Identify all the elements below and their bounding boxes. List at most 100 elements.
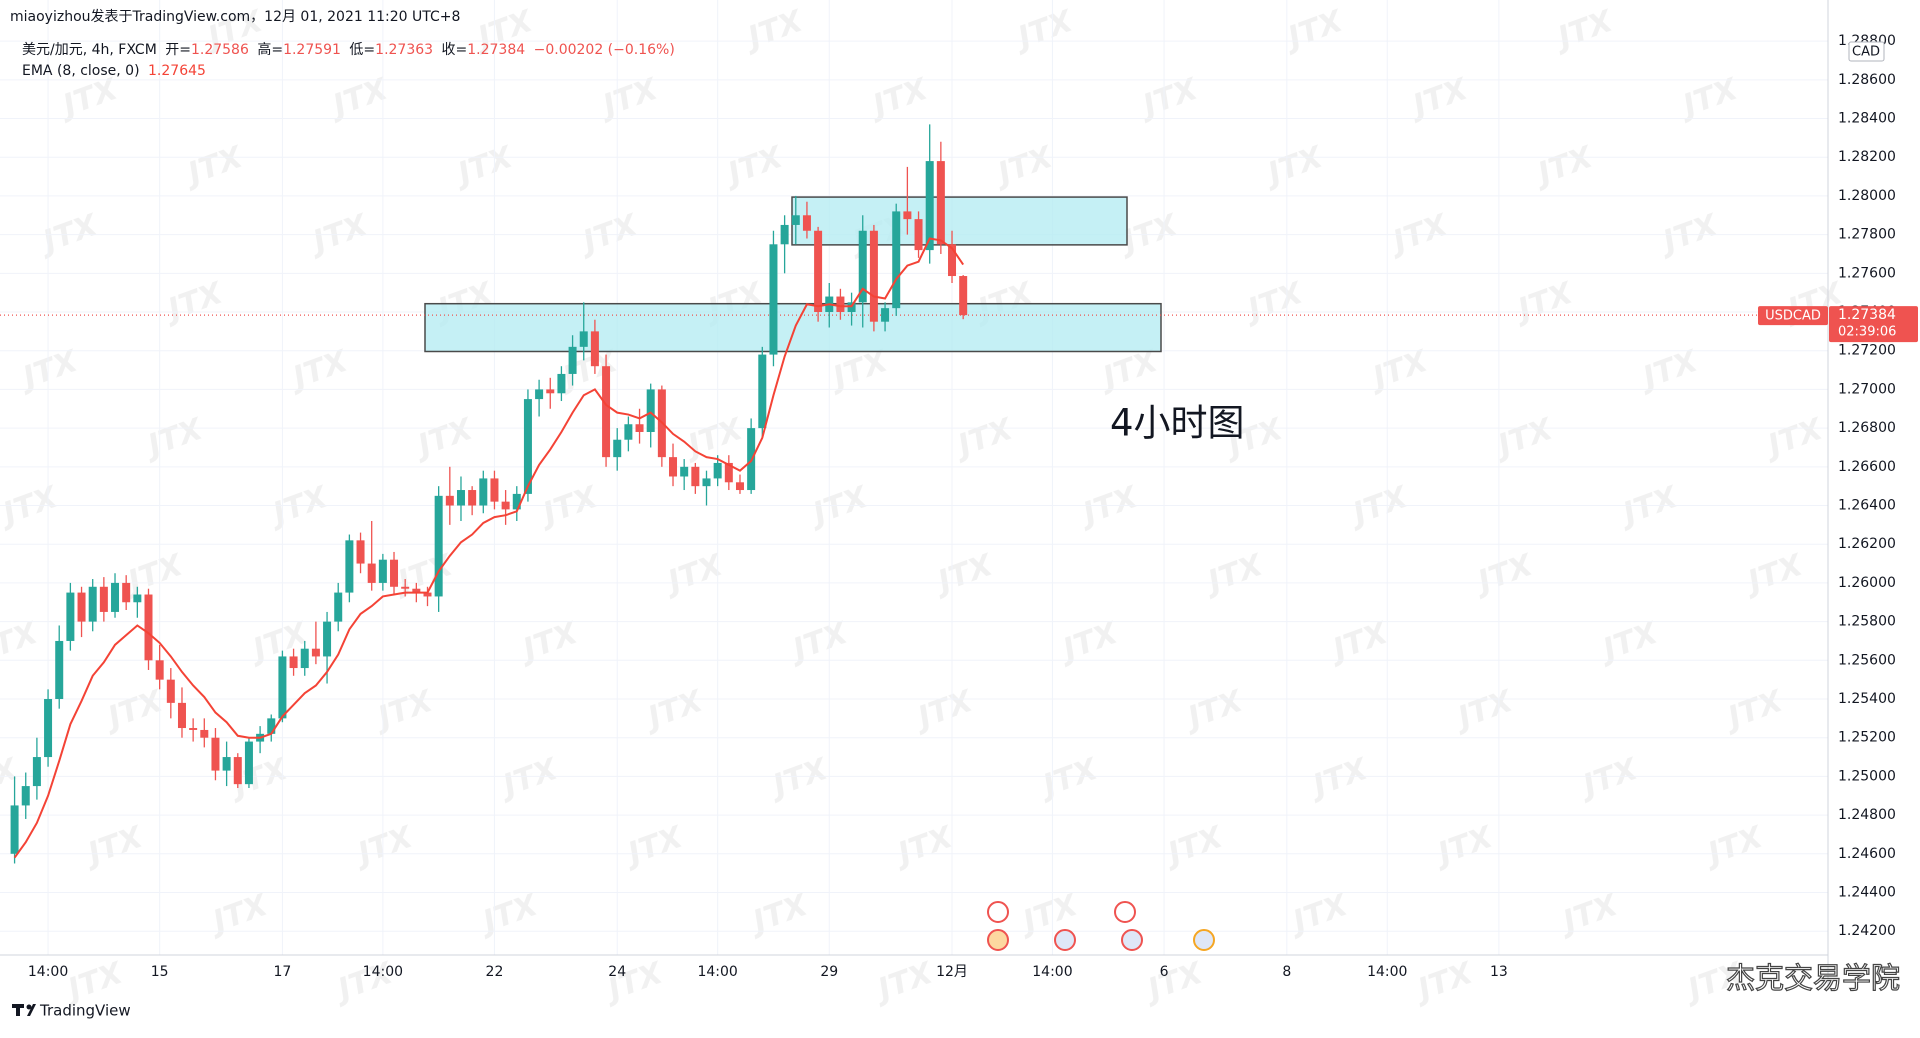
candle-body [702, 478, 711, 487]
candle-body [814, 230, 823, 313]
candle-body [390, 559, 399, 587]
logo-part [27, 1004, 36, 1016]
background-mark: JTX [1279, 3, 1349, 57]
candle-body [44, 699, 53, 758]
background-mark: JTX [494, 751, 564, 805]
background-mark: JTX [0, 615, 44, 669]
candle-body [758, 354, 767, 429]
zone [424, 302, 1162, 353]
background-mark: JTX [474, 887, 544, 941]
legend-ema: EMA (8, close, 0) 1.27645 [22, 63, 206, 79]
background-mark: JTX [349, 819, 419, 873]
brand-logo [12, 1004, 36, 1016]
candle-body [948, 244, 957, 277]
candle-body [959, 276, 968, 316]
y-tick-label: 1.28400 [1838, 111, 1896, 127]
background-mark: JTX [659, 547, 729, 601]
y-tick-label: 1.27200 [1838, 343, 1896, 359]
background-mark: JTX [1489, 411, 1559, 465]
candle-body [21, 786, 30, 806]
background-mark: JTX [1529, 139, 1599, 193]
price-tag [1829, 306, 1918, 343]
candle-body [66, 592, 75, 641]
candle-body [780, 224, 789, 245]
candle-body [590, 331, 599, 367]
y-tick-label: 1.25200 [1838, 730, 1896, 746]
candle-body [32, 757, 41, 787]
candle-body [367, 563, 376, 583]
background-mark: JTX [1344, 479, 1414, 533]
open-label: 开= [165, 42, 191, 58]
y-tick-label: 1.26200 [1838, 536, 1896, 552]
y-tick-label: 1.26600 [1838, 459, 1896, 475]
ema-line [13, 237, 965, 859]
background-mark: JTX [179, 139, 249, 193]
background-mark: JTX [929, 547, 999, 601]
background-mark: JTX [1594, 615, 1664, 669]
y-tick-label: 1.25800 [1838, 614, 1896, 630]
background-mark: JTX [989, 139, 1059, 193]
candle-body [111, 582, 120, 612]
event-icon [1054, 929, 1076, 951]
background-mark: JTX [139, 411, 209, 465]
y-tick-label: 1.26000 [1838, 575, 1896, 591]
background-mark: JTX [1284, 887, 1354, 941]
x-tick-label: 17 [274, 964, 292, 980]
logo-part [16, 1004, 20, 1016]
candle-body [166, 679, 175, 703]
candle-body [925, 161, 934, 251]
background-mark: JTX [204, 887, 274, 941]
background-mark: JTX [409, 411, 479, 465]
background-mark: JTX [159, 275, 229, 329]
background-mark: JTX [1324, 615, 1394, 669]
candle-body [490, 478, 499, 502]
x-tick-label: 12月 [936, 964, 968, 980]
candle-body [936, 161, 945, 245]
candle-body [211, 737, 220, 771]
background-mark: JTX [1699, 819, 1769, 873]
background-mark: JTX [264, 479, 334, 533]
candle-body [177, 702, 186, 729]
background-mark: JTX [0, 887, 4, 941]
brand: TradingView [39, 1002, 131, 1020]
symbol-text: 美元/加元, 4h, FXCM [22, 42, 157, 58]
candle-body [546, 389, 555, 394]
background-mark: JTX [99, 683, 169, 737]
background-mark: JTX [1179, 683, 1249, 737]
x-tick-label: 6 [1160, 964, 1169, 980]
background-mark: JTX [639, 683, 709, 737]
x-tick-label: 14:00 [28, 964, 68, 980]
candle-body [334, 592, 343, 622]
ema-label: EMA (8, close, 0) [22, 63, 140, 79]
candle-body [535, 389, 544, 400]
background-mark: JTX [369, 683, 439, 737]
candle-body [735, 482, 744, 491]
background-mark: JTX [764, 751, 834, 805]
candle-body [691, 466, 700, 487]
open-value: 1.27586 [191, 42, 249, 58]
logo-part [26, 1004, 32, 1010]
candle-body [311, 648, 320, 657]
candle-body [523, 399, 532, 494]
candle-body [836, 296, 845, 313]
x-tick-label: 8 [1282, 964, 1291, 980]
background-mark: JTX [804, 479, 874, 533]
background-mark: JTX [1554, 887, 1624, 941]
background-mark: JTX [1429, 819, 1499, 873]
background-mark: JTX [449, 139, 519, 193]
event-icons [987, 901, 1215, 951]
candle-body [77, 592, 86, 622]
background-mark: JTX [619, 819, 689, 873]
event-icon [1114, 901, 1136, 923]
background-mark: JTX [679, 411, 749, 465]
candle-body [423, 592, 432, 597]
low-label: 低= [349, 42, 375, 58]
y-tick-label: 1.25600 [1838, 652, 1896, 668]
x-tick-label: 14:00 [363, 964, 403, 980]
watermark-layer: JTX JTX JTX JTX JTX JTX JTX JTX JTX JTX JTX JTX JTX J… [0, 3, 1849, 1009]
candle-body [456, 490, 465, 506]
background-mark: JTX [0, 479, 64, 533]
candle-body [468, 490, 477, 506]
candle-body [233, 757, 242, 785]
